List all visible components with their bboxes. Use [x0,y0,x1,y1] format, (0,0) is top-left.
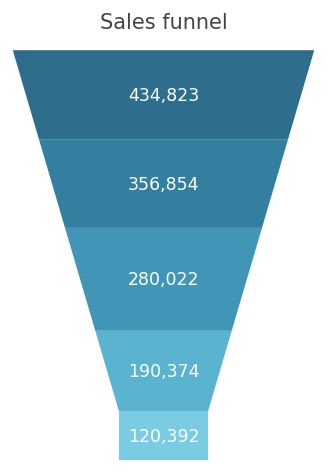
Text: 280,022: 280,022 [128,271,199,289]
Polygon shape [65,228,262,331]
Text: 434,823: 434,823 [128,87,199,105]
Text: 190,374: 190,374 [128,362,199,380]
Polygon shape [119,411,208,460]
Polygon shape [13,51,314,140]
Text: 120,392: 120,392 [128,427,199,445]
Polygon shape [39,140,288,228]
Polygon shape [95,331,232,411]
Text: Sales funnel: Sales funnel [100,13,227,33]
Text: 356,854: 356,854 [128,176,199,193]
